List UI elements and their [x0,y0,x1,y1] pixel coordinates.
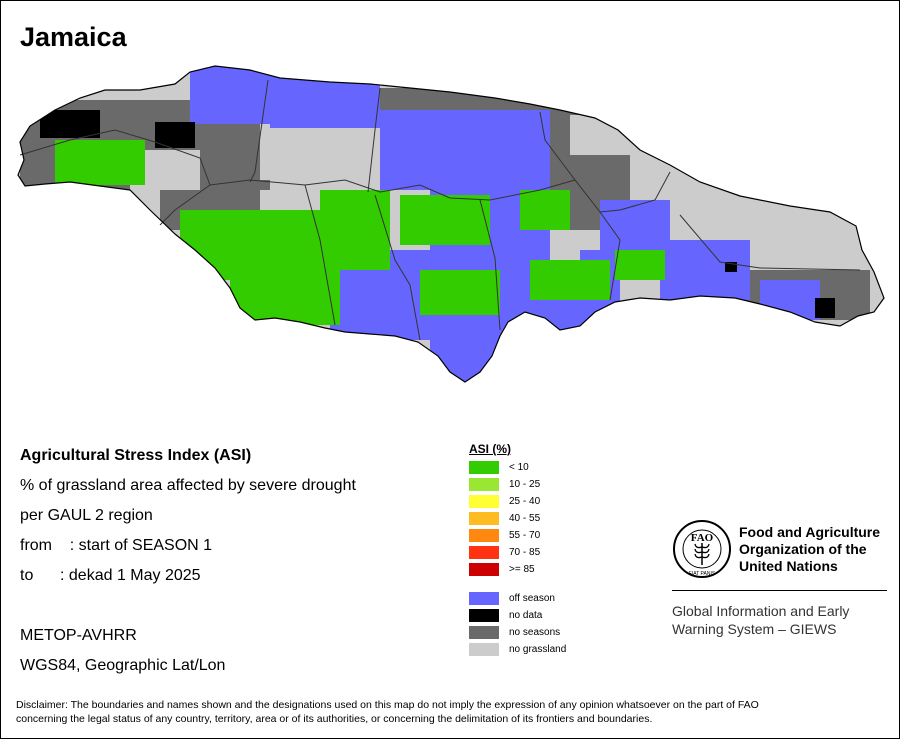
fao-name-line2: Organization of the [739,541,867,557]
info-from: from : start of SEASON 1 [20,537,213,554]
giews-line1: Global Information and Early [672,603,850,619]
legend-item: 10 - 25 [469,477,540,491]
legend-label: 40 - 55 [509,512,541,524]
legend-label: 25 - 40 [509,495,541,507]
legend-label: off season [509,592,555,604]
divider [672,590,887,591]
legend-label: 10 - 25 [509,478,541,490]
legend-item: no grassland [469,642,566,656]
legend-item: 40 - 55 [469,511,540,525]
fao-name-line3: United Nations [739,558,838,574]
legend-swatch [469,562,499,576]
legend-item: 70 - 85 [469,545,540,559]
disclaimer: Disclaimer: The boundaries and names sho… [16,698,876,726]
legend-label: no seasons [509,626,561,638]
fao-name-line1: Food and Agriculture [739,524,881,540]
legend-label: < 10 [509,461,529,473]
legend-label: no grassland [509,643,567,655]
disclaimer-line1: Disclaimer: The boundaries and names sho… [16,699,759,711]
legend-swatch [469,528,499,542]
legend-swatch [469,511,499,525]
legend-swatch [469,608,499,622]
info-aggregation: per GAUL 2 region [20,507,153,524]
jamaica-map [17,65,885,383]
info-description: % of grassland area affected by severe d… [20,477,356,494]
fao-logo-letters: FAO [691,532,714,544]
legend-swatch [469,625,499,639]
legend-swatch [469,642,499,656]
fao-logo-motto: FIAT PANIS [689,571,716,577]
legend-swatch [469,494,499,508]
legend-swatch [469,545,499,559]
fao-logo-icon: FAO FIAT PANIS [673,520,731,578]
legend-title: ASI (%) [469,442,511,456]
asi-under-10-areas [55,140,665,325]
legend-item: 55 - 70 [469,528,540,542]
no-data-areas [40,110,835,318]
legend-item: 25 - 40 [469,494,540,508]
info-projection: WGS84, Geographic Lat/Lon [20,657,226,674]
legend-item: off season [469,591,555,605]
coastline [17,65,885,383]
legend-item: no seasons [469,625,560,639]
legend-label: 55 - 70 [509,529,541,541]
legend-label: 70 - 85 [509,546,541,558]
legend-swatch [469,460,499,474]
legend-swatch [469,591,499,605]
legend-label: >= 85 [509,563,535,575]
admin-boundaries [19,79,861,341]
legend-swatch [469,477,499,491]
info-index-name: Agricultural Stress Index (ASI) [20,447,252,464]
legend-item: no data [469,608,542,622]
legend-item: >= 85 [469,562,535,576]
map-title: Jamaica [20,22,127,52]
info-sensor: METOP-AVHRR [20,627,137,644]
giews-name: Global Information and Early Warning Sys… [672,602,849,638]
legend-item: < 10 [469,460,529,474]
fao-name: Food and Agriculture Organization of the… [739,524,880,575]
info-to: to : dekad 1 May 2025 [20,567,201,584]
giews-line2: Warning System – GIEWS [672,621,837,637]
disclaimer-line2: concerning the legal status of any count… [16,713,653,725]
legend-label: no data [509,609,543,621]
